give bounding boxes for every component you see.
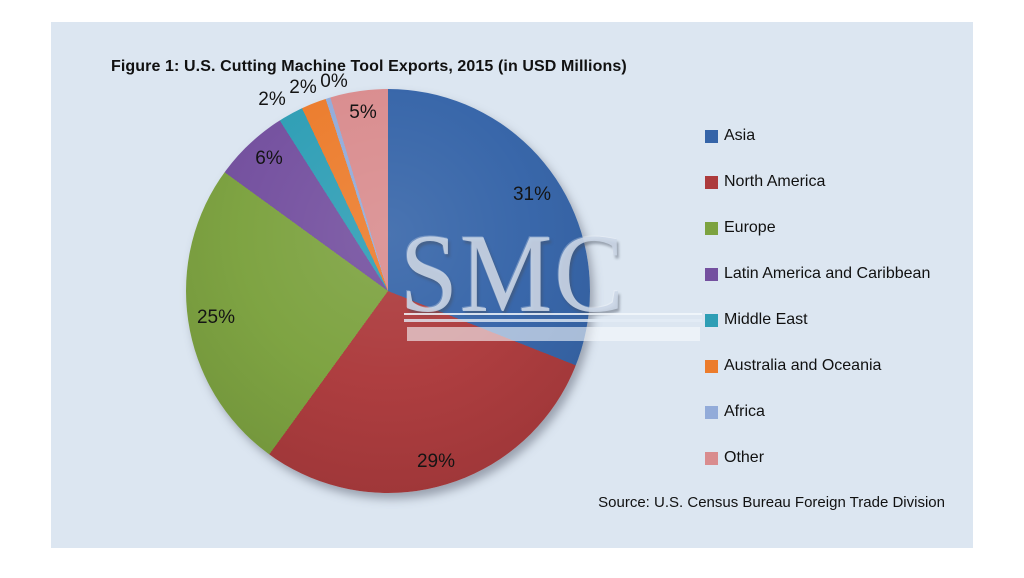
pie-chart: [186, 89, 590, 493]
legend-label: Latin America and Caribbean: [724, 265, 931, 282]
pie-label-middle-east: 2%: [258, 89, 286, 110]
legend-item-asia: Asia: [705, 127, 930, 144]
legend-swatch-north-america: [705, 175, 718, 189]
legend-label: Africa: [724, 403, 765, 420]
legend-swatch-africa: [705, 405, 718, 419]
source-note: Source: U.S. Census Bureau Foreign Trade…: [598, 494, 945, 511]
figure-title: Figure 1: U.S. Cutting Machine Tool Expo…: [111, 58, 627, 75]
legend-item-middle-east: Middle East: [705, 311, 930, 328]
legend-item-africa: Africa: [705, 403, 930, 420]
legend-swatch-other: [705, 451, 718, 465]
legend-label: Middle East: [724, 311, 808, 328]
legend-swatch-middle-east: [705, 313, 718, 327]
legend-label: Other: [724, 449, 765, 466]
legend-item-latin-america: Latin America and Caribbean: [705, 265, 931, 282]
pie-label-australia-oceania: 2%: [289, 77, 317, 98]
legend-label: Australia and Oceania: [724, 357, 882, 374]
legend-item-australia-oceania: Australia and Oceania: [705, 357, 930, 374]
legend-item-europe: Europe: [705, 219, 930, 236]
pie-shading-overlay: [186, 89, 590, 493]
pie-label-north-america: 29%: [416, 451, 456, 472]
legend-swatch-australia-oceania: [705, 359, 718, 373]
legend-item-north-america: North America: [705, 173, 930, 190]
legend-label: Europe: [724, 219, 776, 236]
pie-label-asia: 31%: [512, 184, 552, 205]
legend-swatch-europe: [705, 221, 718, 235]
legend-label: Asia: [724, 127, 756, 144]
chart-legend: Asia North America Europe Latin America …: [705, 127, 931, 466]
pie-label-africa: 0%: [320, 71, 348, 92]
pie-label-other: 5%: [349, 102, 377, 123]
pie-label-latin-america: 6%: [255, 148, 283, 169]
pie-label-europe: 25%: [196, 307, 236, 328]
legend-swatch-latin-america: [705, 267, 718, 281]
legend-label: North America: [724, 173, 826, 190]
legend-swatch-asia: [705, 129, 718, 143]
legend-item-other: Other: [705, 449, 930, 466]
